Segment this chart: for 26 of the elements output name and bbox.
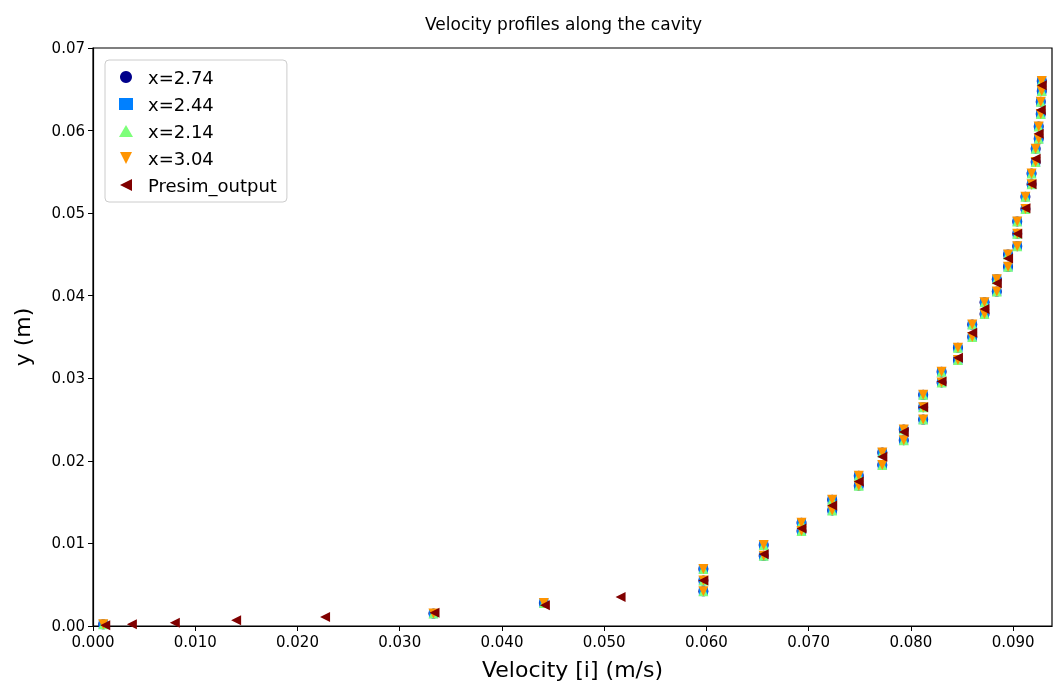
x-tick-label: 0.020: [276, 632, 319, 651]
y-tick-label: 0.06: [51, 121, 85, 140]
x-tick-label: 0.030: [378, 632, 422, 651]
y-tick-label: 0.04: [51, 286, 85, 305]
x-tick-label: 0.090: [991, 632, 1035, 651]
x-tick-label: 0.000: [71, 632, 115, 651]
legend-label: Presim_output: [148, 174, 277, 197]
chart-title: Velocity profiles along the cavity: [425, 13, 703, 34]
y-tick-label: 0.07: [51, 39, 85, 57]
x-tick-label: 0.040: [480, 632, 524, 651]
x-axis-title: Velocity [i] (m/s): [481, 656, 664, 682]
x-tick-label: 0.050: [582, 632, 626, 651]
y-tick-label: 0.05: [51, 204, 85, 223]
x-tick-label: 0.080: [889, 632, 933, 651]
y-tick-label: 0.03: [51, 369, 85, 388]
legend-label: x=2.44: [148, 93, 214, 115]
legend-label: x=3.04: [148, 147, 214, 169]
y-tick-label: 0.01: [51, 534, 85, 553]
x-tick-label: 0.060: [684, 632, 728, 651]
legend-label: x=2.74: [148, 66, 214, 88]
y-tick-label: 0.00: [51, 617, 85, 635]
x-tick-label: 0.010: [173, 632, 217, 651]
x-tick-label: 0.070: [787, 632, 831, 651]
legend-label: x=2.14: [148, 120, 214, 142]
y-axis-title: y (m): [9, 307, 35, 367]
y-tick-label: 0.02: [51, 451, 85, 470]
